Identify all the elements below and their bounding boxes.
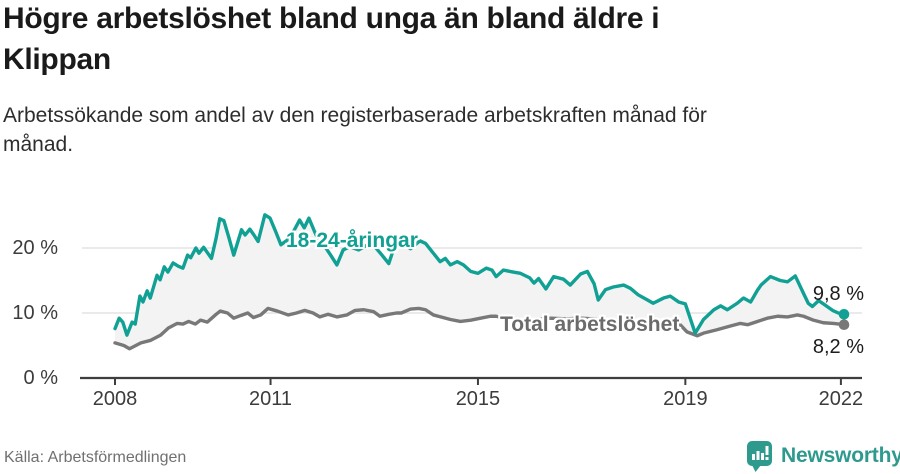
y-axis-label: 20 %: [12, 237, 58, 259]
y-axis-label: 10 %: [12, 302, 58, 324]
newsworthy-logo: Newsworthy: [746, 440, 900, 472]
series-end-dot-total: [838, 319, 850, 331]
x-axis-label: 2022: [818, 388, 864, 410]
series-label-young: 18-24-åringar: [286, 229, 418, 252]
series-label-total: Total arbetslöshet: [500, 313, 680, 336]
newsworthy-logo-text: Newsworthy: [781, 444, 900, 467]
x-axis-label: 2019: [663, 388, 708, 410]
y-axis-label: 0 %: [23, 367, 58, 389]
page-subtitle: Arbetssökande som andel av den registerb…: [3, 104, 707, 156]
source-note: Källa: Arbetsförmedlingen: [4, 449, 187, 466]
series-line-young: [113, 213, 846, 337]
series-end-dot-young: [838, 309, 850, 320]
x-axis-label: 2015: [455, 388, 501, 410]
x-axis-label: 2011: [249, 388, 293, 410]
end-value-label-total: 8,2 %: [812, 336, 864, 358]
fill-between-area: [115, 214, 845, 349]
page-title: Högre arbetslöshet bland unga än bland ä…: [3, 2, 660, 76]
end-value-label-young: 9,8 %: [812, 283, 864, 305]
series-line-total: [113, 306, 846, 351]
newsworthy-logo-icon: [747, 441, 772, 472]
x-axis-label: 2008: [92, 388, 138, 410]
